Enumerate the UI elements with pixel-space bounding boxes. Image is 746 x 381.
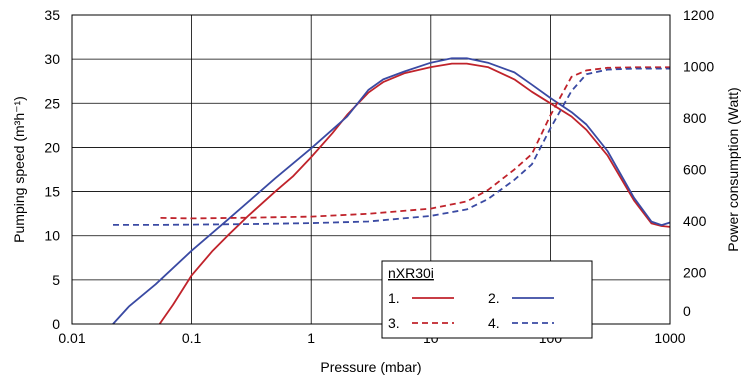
legend-label-3: 3. bbox=[388, 315, 400, 331]
y2-tick-label: 400 bbox=[683, 213, 707, 229]
legend-label-2: 2. bbox=[488, 290, 500, 306]
y-tick-label: 25 bbox=[44, 95, 60, 111]
series-line-4 bbox=[113, 67, 670, 226]
series-line-2 bbox=[112, 57, 671, 325]
x-tick-label: 1 bbox=[307, 330, 315, 346]
y2-tick-label: 1200 bbox=[683, 7, 714, 23]
legend-label-1: 1. bbox=[388, 290, 400, 306]
y-tick-label: 5 bbox=[52, 272, 60, 288]
y2-axis-title: Power consumption (Watt) bbox=[725, 87, 741, 251]
x-tick-label: 0.01 bbox=[58, 330, 85, 346]
legend-box bbox=[381, 260, 593, 339]
y2-tick-label: 200 bbox=[683, 265, 707, 281]
x-axis-title: Pressure (mbar) bbox=[320, 359, 421, 375]
tick-labels: 0.010.1110100100005101520253035020040060… bbox=[44, 7, 714, 346]
y2-tick-label: 600 bbox=[683, 162, 707, 178]
y2-tick-label: 0 bbox=[683, 303, 691, 319]
y2-tick-label: 1000 bbox=[683, 59, 714, 75]
series-lines bbox=[112, 57, 671, 325]
legend: nXR30i 1. 2. 3. 4. bbox=[381, 260, 593, 339]
y-axis-title: Pumping speed (m³h⁻¹) bbox=[11, 96, 27, 243]
y2-tick-label: 800 bbox=[683, 110, 707, 126]
y-tick-label: 30 bbox=[44, 51, 60, 67]
legend-label-4: 4. bbox=[488, 315, 500, 331]
y-tick-label: 0 bbox=[52, 316, 60, 332]
series-line-1 bbox=[158, 62, 671, 325]
y-tick-label: 10 bbox=[44, 228, 60, 244]
y-tick-label: 35 bbox=[44, 7, 60, 23]
series-line-3 bbox=[160, 66, 670, 220]
y-tick-label: 20 bbox=[44, 139, 60, 155]
y-tick-label: 15 bbox=[44, 184, 60, 200]
legend-title: nXR30i bbox=[388, 265, 434, 281]
x-tick-label: 1000 bbox=[654, 330, 685, 346]
x-tick-label: 0.1 bbox=[182, 330, 202, 346]
plot-frame bbox=[71, 14, 671, 325]
